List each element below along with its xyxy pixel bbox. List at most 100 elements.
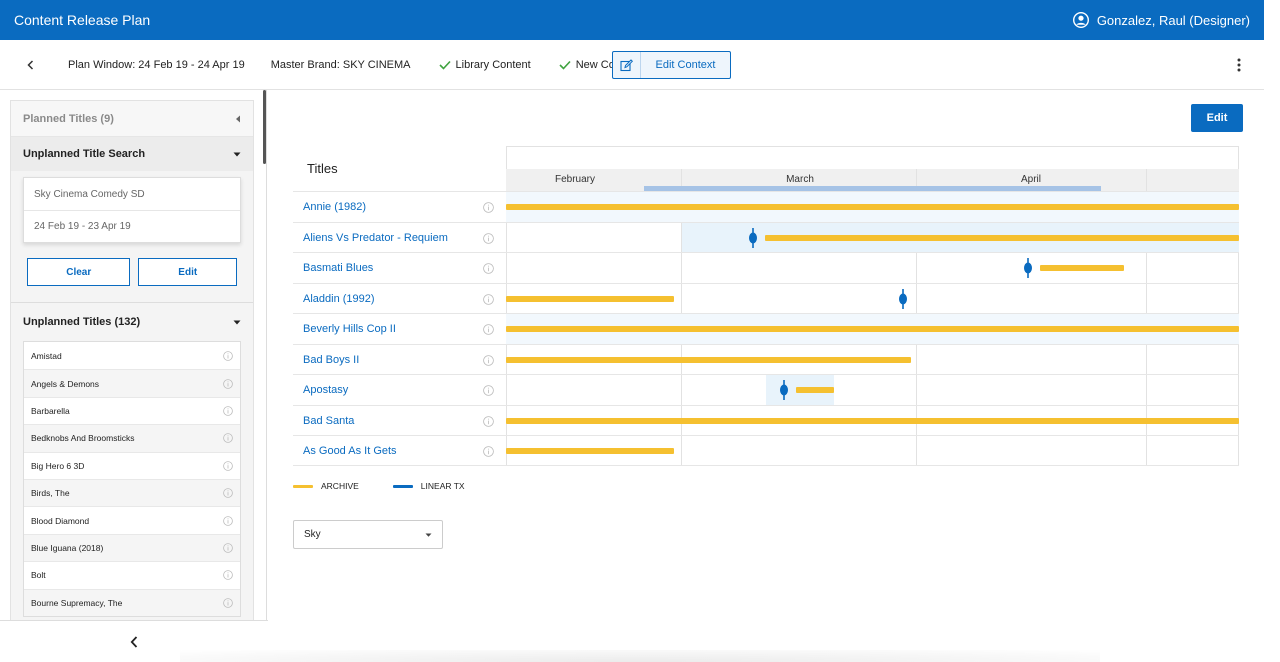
month-label: March — [786, 174, 814, 185]
planned-titles-header[interactable]: Planned Titles (9) — [11, 101, 253, 137]
list-item[interactable]: Bourne Supremacy, The — [24, 588, 240, 616]
edit-context-button[interactable]: Edit Context — [612, 51, 731, 79]
info-icon[interactable] — [223, 570, 233, 581]
linear-tx-marker[interactable] — [779, 380, 789, 400]
list-item[interactable]: Blue Iguana (2018) — [24, 533, 240, 562]
library-content-label: Library Content — [455, 58, 531, 71]
caret-down-icon — [425, 533, 432, 537]
more-options-icon[interactable] — [1234, 57, 1244, 73]
title-link[interactable]: Apostasy — [303, 384, 349, 396]
archive-bar[interactable] — [1040, 265, 1124, 271]
info-icon[interactable] — [483, 263, 494, 274]
unplanned-titles-header[interactable]: Unplanned Titles (132) — [11, 303, 253, 341]
app-title: Content Release Plan — [14, 12, 151, 28]
title-link[interactable]: Beverly Hills Cop II — [303, 323, 396, 335]
list-item[interactable]: Birds, The — [24, 478, 240, 507]
table-row: Aladdin (1992) — [293, 282, 1239, 314]
info-icon[interactable] — [483, 232, 494, 244]
table-row: Basmati Blues — [293, 252, 1239, 283]
list-item[interactable]: Angels & Demons — [24, 369, 240, 397]
info-icon[interactable] — [483, 324, 494, 335]
scrollbar[interactable] — [263, 90, 266, 164]
search-channel-text: Sky Cinema Comedy SD — [34, 188, 145, 200]
month-label: April — [1020, 174, 1042, 185]
legend: ARCHIVE LINEAR TX — [293, 481, 499, 491]
title-link[interactable]: Bad Boys II — [303, 353, 360, 366]
title-link[interactable]: Aladdin (1992) — [303, 292, 375, 305]
linear-tx-marker[interactable] — [748, 227, 758, 248]
list-item[interactable]: Blood Diamond — [24, 506, 240, 533]
caret-left-icon[interactable] — [235, 115, 241, 123]
sidebar: Planned Titles (9) Unplanned Title Searc… — [0, 90, 268, 662]
clear-button[interactable]: Clear — [27, 258, 131, 286]
back-button[interactable] — [20, 55, 40, 75]
info-icon[interactable] — [483, 293, 494, 305]
title-link[interactable]: As Good As It Gets — [303, 445, 397, 457]
list-item-label: Angels & Demons — [31, 378, 100, 389]
list-item[interactable]: Big Hero 6 3D — [24, 451, 240, 479]
list-item-label: Birds, The — [31, 488, 70, 499]
list-item-label: Bedknobs And Broomsticks — [31, 433, 135, 444]
chevron-left-icon — [26, 59, 33, 70]
check-icon — [438, 60, 451, 70]
title-link[interactable]: Aliens Vs Predator - Requiem — [303, 231, 448, 244]
list-item[interactable]: Amistad — [24, 342, 240, 369]
legend-label: LINEAR TX — [420, 481, 465, 491]
archive-bar[interactable] — [506, 448, 674, 454]
info-icon[interactable] — [223, 433, 233, 444]
info-icon[interactable] — [483, 415, 494, 427]
sidebar-panel: Planned Titles (9) Unplanned Title Searc… — [10, 100, 254, 632]
search-edit-button[interactable]: Edit — [138, 258, 237, 286]
linear-tx-marker[interactable] — [898, 288, 908, 309]
user-menu[interactable]: Gonzalez, Raul (Designer) — [1072, 12, 1250, 28]
info-icon[interactable] — [223, 378, 233, 389]
info-icon[interactable] — [223, 350, 233, 361]
list-item[interactable]: Barbarella — [24, 396, 240, 424]
user-name: Gonzalez, Raul (Designer) — [1096, 12, 1250, 28]
unplanned-titles-list: Amistad Angels & Demons Barbarella Bedkn… — [23, 341, 241, 617]
month-label: February — [554, 174, 596, 185]
month-header — [506, 169, 1239, 191]
search-channel[interactable]: Sky Cinema Comedy SD — [24, 178, 240, 210]
title-link[interactable]: Bad Santa — [303, 414, 355, 427]
brand-select[interactable]: Sky — [293, 520, 443, 549]
info-icon[interactable] — [483, 446, 494, 457]
search-dates[interactable]: 24 Feb 19 - 23 Apr 19 — [24, 210, 240, 242]
linear-tx-marker[interactable] — [1023, 258, 1033, 278]
collapse-sidebar-button[interactable] — [0, 620, 268, 662]
info-icon[interactable] — [483, 385, 494, 396]
title-link[interactable]: Basmati Blues — [303, 262, 374, 274]
info-icon[interactable] — [223, 460, 233, 471]
table-row: As Good As It Gets — [293, 435, 1239, 466]
archive-bar[interactable] — [506, 326, 1239, 332]
edit-plan-button[interactable]: Edit — [1191, 104, 1243, 132]
info-icon[interactable] — [483, 354, 494, 366]
legend-archive: ARCHIVE — [293, 481, 359, 491]
title-link[interactable]: Annie (1982) — [303, 201, 366, 213]
info-icon[interactable] — [223, 488, 233, 498]
brand-select-value: Sky — [304, 529, 321, 540]
unplanned-search-header[interactable]: Unplanned Title Search — [11, 137, 253, 171]
info-icon[interactable] — [223, 543, 233, 553]
list-item[interactable]: Bolt — [24, 561, 240, 588]
info-icon[interactable] — [223, 597, 233, 608]
table-row: Beverly Hills Cop II — [293, 313, 1239, 344]
archive-bar[interactable] — [506, 204, 1239, 210]
archive-bar[interactable] — [765, 234, 1239, 241]
archive-bar[interactable] — [796, 387, 834, 393]
info-icon[interactable] — [223, 406, 233, 416]
table-row: Bad Santa — [293, 404, 1239, 436]
list-item-label: Blood Diamond — [31, 515, 90, 526]
archive-bar[interactable] — [506, 417, 1239, 424]
archive-bar[interactable] — [506, 295, 674, 302]
archive-bar[interactable] — [506, 356, 911, 363]
table-row: Annie (1982) — [293, 191, 1239, 222]
list-item[interactable]: Bedknobs And Broomsticks — [24, 424, 240, 452]
legend-swatch — [293, 484, 313, 488]
info-icon[interactable] — [223, 515, 233, 526]
timeline-frame — [506, 146, 1239, 466]
legend-linear: LINEAR TX — [392, 481, 465, 491]
list-item-label: Bolt — [31, 570, 46, 581]
gantt-chart: Titles February March April Annie (1982)… — [293, 146, 1239, 466]
info-icon[interactable] — [483, 202, 494, 213]
